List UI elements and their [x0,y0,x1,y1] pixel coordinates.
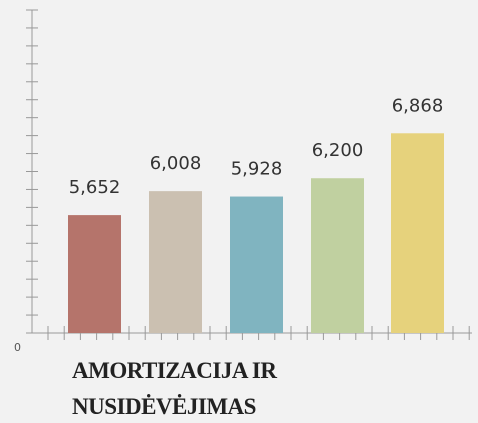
chart-title: NUSIDĖVĖJIMAS [72,394,256,419]
bar [311,178,364,333]
bar [230,196,283,333]
value-label: 5,928 [231,159,283,180]
value-label: 6,200 [312,140,364,161]
bar [391,133,444,333]
bar [149,191,202,333]
value-label: 6,008 [150,153,202,174]
value-label: 5,652 [69,177,121,198]
value-label: 6,868 [392,95,444,116]
bar [68,215,121,333]
origin-label: 0 [14,341,21,354]
chart-title: AMORTIZACIJA IR [72,358,277,383]
